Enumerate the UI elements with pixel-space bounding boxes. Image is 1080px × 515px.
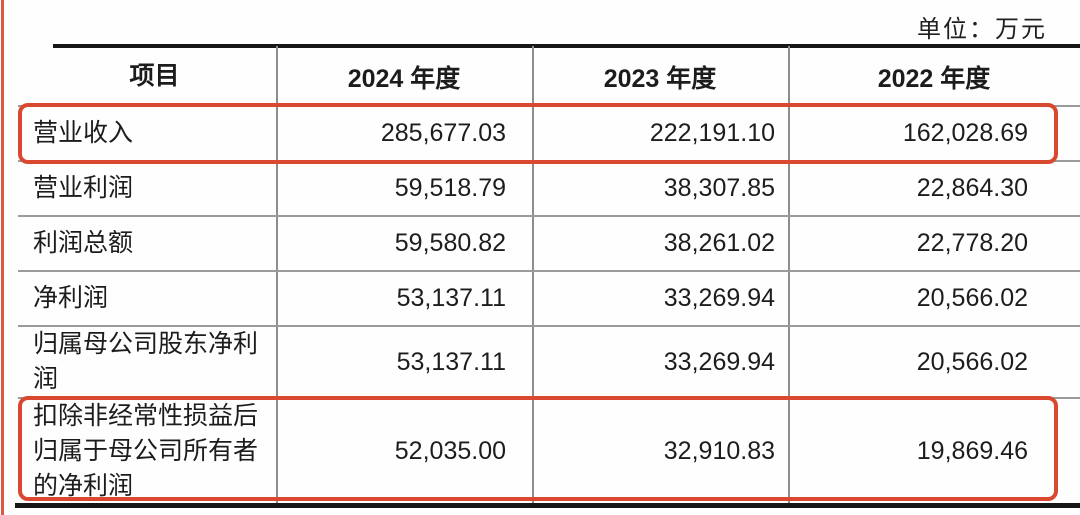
cell-value-2024: 285,677.03 (380, 119, 506, 147)
cell-value-2023: 33,269.94 (663, 284, 775, 312)
row-label: 营业收入 (33, 120, 134, 147)
row-label: 营业利润 (33, 175, 134, 202)
table-header-row: 项目 2024 年度 2023 年度 2022 年度 (33, 48, 1080, 105)
table-top-border (53, 44, 1080, 48)
cell-value-2023: 222,191.10 (649, 119, 775, 147)
column-divider (788, 46, 790, 503)
cell-value-2022: 22,778.20 (916, 229, 1028, 257)
left-red-edge-line (1, 0, 4, 515)
cell-value-2024: 52,035.00 (394, 436, 506, 465)
cell-value-2022: 20,566.02 (916, 284, 1028, 312)
table-row-operating-profit: 营业利润 59,518.79 38,307.85 22,864.30 (33, 162, 1080, 215)
row-divider (18, 270, 1080, 272)
cell-value-2023: 33,269.94 (663, 347, 775, 376)
table-row-operating-revenue: 营业收入 285,677.03 222,191.10 162,028.69 (33, 107, 1080, 160)
table-row-total-profit: 利润总额 59,580.82 38,261.02 22,778.20 (33, 217, 1080, 270)
table-bottom-border (15, 503, 1080, 508)
cell-value-2022: 19,869.46 (916, 436, 1028, 465)
cell-value-2024: 59,518.79 (394, 174, 506, 202)
cell-value-2024: 53,137.11 (396, 347, 506, 376)
row-label: 利润总额 (33, 230, 134, 257)
highlight-box-deducted-net-profit (18, 396, 1058, 501)
cell-value-2024: 59,580.82 (394, 229, 506, 257)
row-label: 净利润 (33, 285, 109, 312)
table-row-deducted-net-profit: 扣除非经常性损益后 归属于母公司所有者 的净利润 52,035.00 32,91… (33, 399, 1080, 503)
row-label: 归属母公司股东净利 润 (33, 331, 259, 393)
cell-value-2024: 53,137.11 (396, 284, 506, 312)
cell-value-2022: 20,566.02 (916, 347, 1028, 376)
cell-value-2022: 162,028.69 (902, 119, 1028, 147)
row-divider (18, 325, 1080, 327)
row-divider (18, 215, 1080, 217)
cell-value-2022: 22,864.30 (916, 174, 1028, 202)
header-cell-2024: 2024 年度 (347, 64, 461, 93)
header-cell-item: 项目 (129, 63, 180, 90)
cell-value-2023: 38,307.85 (663, 174, 775, 202)
table-row-parent-net-profit: 归属母公司股东净利 润 53,137.11 33,269.94 20,566.0… (33, 327, 1080, 397)
cell-value-2023: 32,910.83 (663, 436, 775, 465)
table-row-net-profit: 净利润 53,137.11 33,269.94 20,566.02 (33, 272, 1080, 325)
header-cell-2023: 2023 年度 (603, 64, 717, 93)
highlight-box-operating-revenue (18, 103, 1058, 164)
row-label: 扣除非经常性损益后 归属于母公司所有者 的净利润 (33, 402, 259, 500)
column-divider (532, 46, 534, 503)
column-divider (276, 46, 278, 503)
unit-label: 单位：万元 (917, 17, 1047, 43)
cell-value-2023: 38,261.02 (663, 229, 775, 257)
header-cell-2022: 2022 年度 (877, 64, 991, 93)
